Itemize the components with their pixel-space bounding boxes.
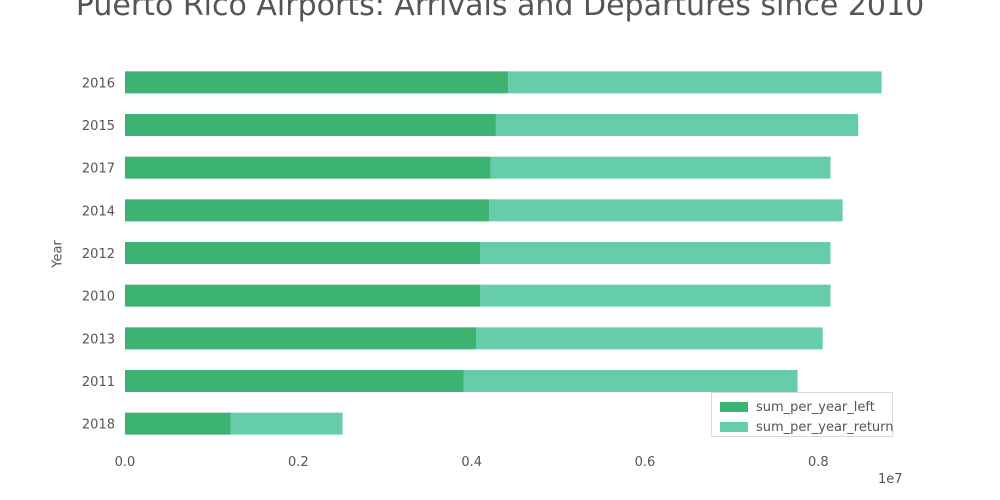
bar-2016-sum-per-year-return (508, 71, 882, 94)
x-tick-label-0.8: 0.8 (808, 455, 829, 470)
y-tick-label-2010: 2010 (82, 290, 115, 305)
legend-item-sum-per-year-return: sum_per_year_return (720, 417, 894, 437)
bar-2010-sum-per-year-left (125, 284, 481, 307)
x-tick-label-0.4: 0.4 (461, 455, 482, 470)
bar-2017-sum-per-year-left (125, 156, 491, 179)
x-tick-label-0.0: 0.0 (115, 455, 136, 470)
bar-2016-sum-per-year-left (125, 71, 509, 94)
y-tick-label-2017: 2017 (82, 162, 115, 177)
bar-2014-sum-per-year-left (125, 199, 489, 222)
bar-2011-sum-per-year-return (463, 370, 798, 392)
legend-item-sum-per-year-left: sum_per_year_left (720, 397, 884, 417)
y-tick-label-2014: 2014 (82, 204, 115, 219)
y-tick-label-2011: 2011 (82, 375, 115, 390)
legend-swatch-sum-per-year-return (720, 422, 748, 432)
y-tick-label-2015: 2015 (82, 119, 115, 134)
bar-2014-sum-per-year-return (489, 199, 843, 222)
bar-2013-sum-per-year-left (125, 327, 476, 350)
y-tick-label-2018: 2018 (82, 418, 115, 433)
y-axis-label: Year (50, 240, 66, 268)
bar-2015-sum-per-year-left (125, 114, 496, 136)
legend-swatch-sum-per-year-left (720, 402, 748, 412)
chart-title: Puerto Rico Airports: Arrivals and Depar… (75, 0, 925, 23)
x-axis-multiplier-label: 1e7 (878, 472, 903, 487)
y-tick-label-2013: 2013 (82, 332, 115, 347)
bar-2011-sum-per-year-left (125, 370, 464, 392)
chart-legend: sum_per_year_left sum_per_year_return (711, 392, 894, 437)
bar-2012-sum-per-year-return (480, 242, 831, 264)
bar-2010-sum-per-year-return (480, 284, 831, 307)
x-tick-label-0.2: 0.2 (288, 455, 309, 470)
bar-2018-sum-per-year-return (230, 412, 343, 435)
legend-label-sum-per-year-return: sum_per_year_return (756, 419, 894, 435)
y-tick-label-2012: 2012 (82, 247, 115, 262)
x-tick-label-0.6: 0.6 (635, 455, 656, 470)
y-tick-label-2016: 2016 (82, 76, 115, 91)
bar-2012-sum-per-year-left (125, 242, 481, 264)
bar-2013-sum-per-year-return (476, 327, 823, 350)
bar-2017-sum-per-year-return (490, 156, 831, 179)
bar-2015-sum-per-year-return (495, 114, 859, 136)
legend-label-sum-per-year-left: sum_per_year_left (756, 399, 875, 415)
bar-2018-sum-per-year-left (125, 412, 231, 435)
